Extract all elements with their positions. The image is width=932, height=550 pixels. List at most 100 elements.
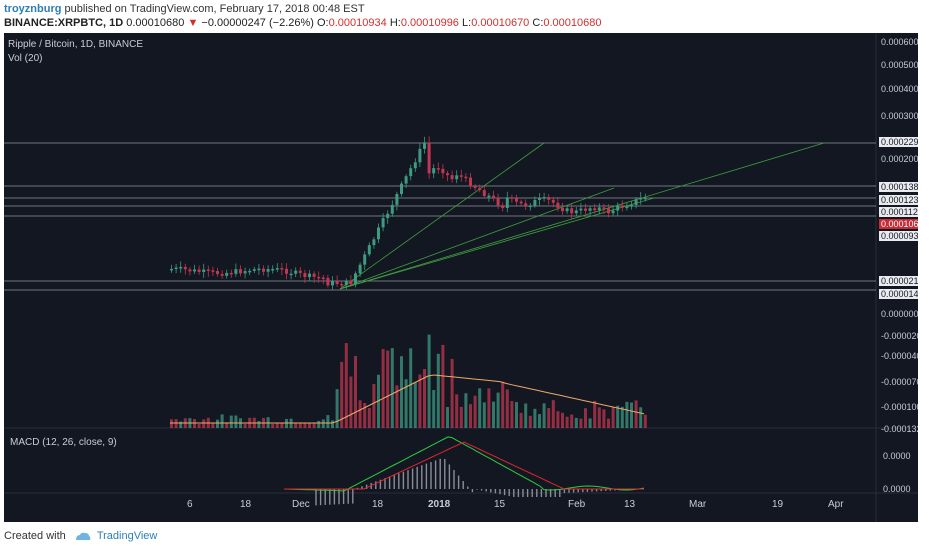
price-axis-label: 0.00022943 — [879, 137, 918, 147]
volume-bar — [225, 422, 229, 428]
volume-bar — [643, 414, 647, 428]
tradingview-logo-icon[interactable] — [75, 532, 91, 541]
volume-bar — [519, 412, 523, 428]
volume-bar — [170, 419, 173, 428]
candle-body — [482, 190, 486, 196]
candle-body — [404, 176, 408, 184]
low-value: 0.00010670 — [471, 17, 530, 29]
candle-body — [179, 266, 183, 269]
volume-bar — [193, 419, 196, 428]
candle-body — [367, 245, 371, 255]
candle-body — [427, 142, 431, 174]
published-text: published on TradingView.com, February 1… — [64, 3, 365, 15]
volume-bar — [639, 407, 643, 428]
volume-bar — [321, 419, 325, 428]
volume-bar — [505, 389, 509, 428]
candle-body — [252, 269, 256, 271]
volume-bar — [317, 420, 321, 428]
candle-body — [565, 208, 569, 212]
candle-body — [570, 208, 574, 214]
volume-bar — [588, 418, 592, 428]
candle-body — [381, 218, 385, 228]
candle-body — [579, 208, 583, 211]
volume-bar — [404, 379, 408, 428]
volume-bar — [551, 400, 555, 428]
volume-bar — [354, 356, 357, 428]
volume-bar — [294, 423, 298, 428]
volume-bar — [377, 374, 380, 428]
candle-body — [616, 205, 620, 211]
candle-body — [294, 270, 298, 274]
created-with-text: Created with — [4, 530, 66, 542]
candle-body — [390, 204, 394, 214]
volume-bar — [312, 422, 316, 428]
candle-body — [505, 197, 509, 209]
volume-bar — [542, 403, 546, 428]
price-axis-label: -0.00013200 — [881, 424, 918, 434]
volume-bar — [459, 406, 463, 428]
author-link[interactable]: troyznburg — [4, 3, 62, 15]
candle-body — [551, 199, 555, 203]
volume-bar — [395, 385, 399, 428]
time-axis-label: 19 — [772, 499, 784, 510]
volume-bar — [597, 407, 601, 428]
volume-bar — [602, 409, 606, 428]
volume-bar — [234, 415, 238, 428]
price-axis-label: 0.00030000 — [881, 111, 918, 121]
candle-body — [344, 280, 348, 285]
volume-bar — [570, 414, 574, 428]
volume-bar — [243, 423, 247, 428]
volume-bar — [303, 422, 307, 428]
price-change: −0.00000247 (−2.26%) — [201, 17, 314, 29]
candle-body — [312, 273, 316, 277]
volume-bar — [584, 408, 587, 428]
volume-bar — [441, 344, 445, 428]
macd-label: MACD (12, 26, close, 9) — [10, 437, 117, 448]
volume-bar — [528, 415, 532, 428]
volume-bar — [363, 402, 367, 428]
volume-bar — [367, 407, 371, 428]
chart-canvas[interactable] — [4, 33, 918, 522]
volume-bar — [473, 395, 477, 428]
candle-body — [593, 208, 597, 211]
candle-body — [193, 269, 196, 272]
candle-body — [542, 197, 546, 199]
candle-body — [423, 142, 426, 149]
volume-bar — [515, 402, 518, 428]
candle-body — [183, 266, 187, 270]
time-axis-label: 13 — [624, 499, 636, 510]
price-axis-label: 0.00013891 — [879, 182, 918, 192]
volume-bar — [579, 418, 583, 428]
price-axis-label: -0.00010000 — [881, 402, 918, 412]
candle-body — [243, 271, 247, 274]
candle-body — [354, 273, 357, 285]
symbol-name: BINANCE:XRPBTC, 1D — [4, 17, 124, 29]
candle-body — [450, 175, 454, 180]
trendline — [339, 142, 545, 290]
price-axis-label: -0.00002000 — [881, 331, 918, 341]
candle-body — [432, 168, 436, 174]
candle-body — [515, 198, 518, 202]
volume-bar — [625, 401, 629, 428]
volume-bar — [556, 411, 560, 428]
volume-bar — [197, 423, 201, 428]
candle-body — [409, 168, 413, 177]
chart-area[interactable]: Ripple / Bitcoin, 1D, BINANCE Vol (20) M… — [4, 33, 918, 522]
tradingview-brand-link[interactable]: TradingView — [96, 530, 158, 542]
volume-bar — [229, 415, 233, 428]
volume-bar — [450, 358, 454, 428]
high-label: H: — [389, 17, 401, 29]
time-axis-label: 18 — [372, 499, 384, 510]
volume-bar — [620, 406, 624, 428]
volume-bar — [432, 389, 436, 428]
candle-body — [170, 268, 173, 271]
trendline — [339, 187, 615, 290]
time-axis-label: Mar — [689, 499, 707, 510]
candle-body — [363, 254, 367, 265]
volume-bar — [487, 388, 491, 428]
candle-body — [634, 199, 638, 205]
candle-body — [533, 199, 537, 206]
price-axis-label: -0.00004000 — [881, 351, 918, 361]
volume-bar — [308, 422, 311, 428]
volume-bar — [179, 421, 183, 428]
